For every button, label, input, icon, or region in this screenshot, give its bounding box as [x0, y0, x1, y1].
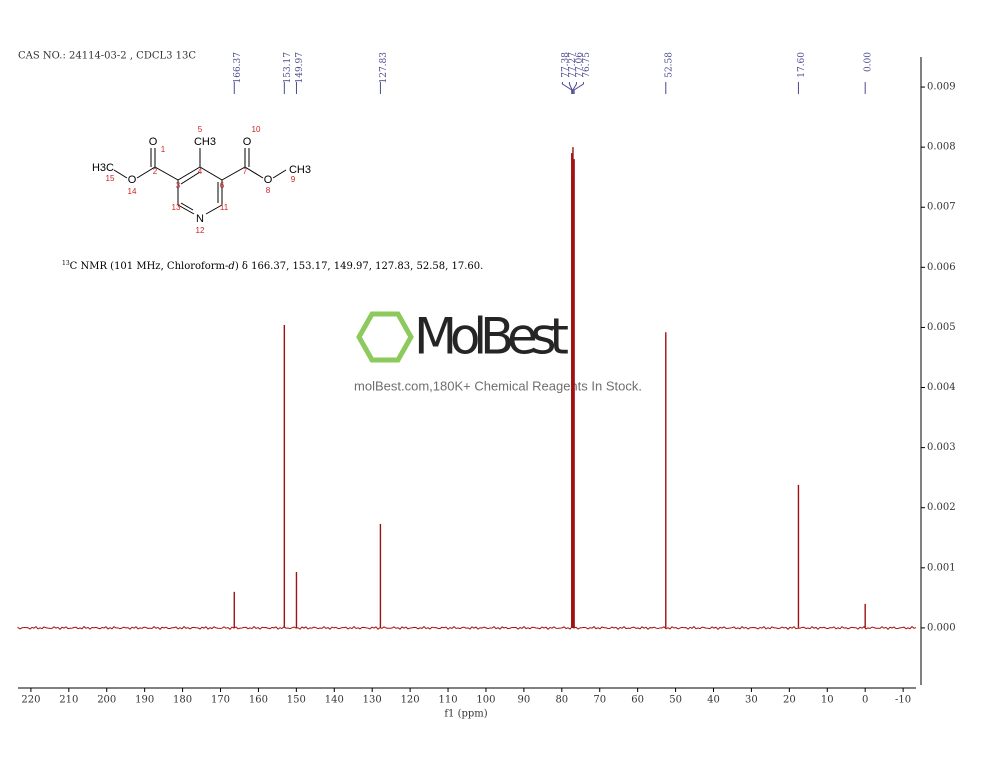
- x-tick-label: 170: [211, 695, 230, 706]
- x-tick-label: 60: [631, 695, 644, 706]
- atom: CH3: [289, 164, 311, 176]
- x-tick-label: 160: [249, 695, 268, 706]
- locant: 4: [198, 167, 203, 176]
- locant: 6: [220, 181, 225, 190]
- atom: O: [149, 136, 158, 148]
- x-tick-label: 50: [669, 695, 682, 706]
- peak-label: 77.06: [575, 52, 585, 78]
- peak-label: 17.60: [797, 52, 807, 78]
- x-tick-label: 150: [287, 695, 306, 706]
- peak-label-leader: [573, 82, 584, 94]
- annotation: 13C NMR (101 MHz, Chloroform-d) δ 166.37…: [62, 260, 483, 272]
- y-tick-label: 0.007: [927, 202, 956, 213]
- locant: 2: [153, 167, 158, 176]
- locant: 12: [196, 226, 205, 235]
- peak-label: 149.97: [295, 52, 305, 84]
- y-tick-label: 0.008: [927, 142, 956, 153]
- x-tick-label: 100: [476, 695, 495, 706]
- logo-text: MolBest: [414, 308, 568, 366]
- x-tick-label: 70: [593, 695, 606, 706]
- locant: 1: [161, 145, 166, 154]
- peak-label: 76.75: [582, 52, 592, 78]
- peak-label: 77.27: [568, 52, 578, 78]
- locant: 5: [198, 125, 203, 134]
- y-tick-label: 0.002: [927, 502, 956, 513]
- x-tick-label: 10: [821, 695, 834, 706]
- peak-label: 166.37: [233, 52, 243, 84]
- locant: 13: [172, 203, 181, 212]
- atom: O: [243, 136, 252, 148]
- annotation-part: 13: [62, 260, 70, 267]
- x-tick-label: 210: [59, 695, 78, 706]
- peak-label-leader: [572, 82, 577, 94]
- peak-label: 0.00: [864, 52, 874, 72]
- x-tick-label: 0: [862, 695, 868, 706]
- atom: O: [264, 174, 273, 186]
- peak-label: 52.58: [664, 52, 674, 78]
- annotation-part: ) δ 166.37, 153.17, 149.97, 127.83, 52.5…: [235, 261, 483, 272]
- locant: 10: [252, 125, 261, 134]
- x-tick-label: 40: [707, 695, 720, 706]
- y-tick-label: 0.003: [927, 442, 956, 453]
- peak-label: 77.38: [561, 52, 571, 78]
- x-tick-label: 120: [401, 695, 420, 706]
- x-tick-label: 200: [97, 695, 116, 706]
- x-tick-label: 190: [135, 695, 154, 706]
- atom: CH3: [194, 136, 216, 148]
- chart-title: CAS NO.: 24114-03-2 , CDCL3 13C: [18, 51, 196, 62]
- locant: 8: [266, 186, 271, 195]
- y-tick-label: 0.000: [927, 622, 956, 633]
- y-tick-label: 0.009: [927, 82, 956, 93]
- locant: 11: [220, 203, 229, 212]
- logo-hexagon: [356, 311, 414, 363]
- x-tick-label: 130: [363, 695, 382, 706]
- baseline: [17, 625, 917, 631]
- x-tick-label: 80: [555, 695, 568, 706]
- annotation-part: d: [228, 261, 234, 272]
- watermark: MolBest molBest.com,180K+ Chemical Reage…: [354, 308, 642, 394]
- locant: 3: [176, 181, 181, 190]
- watermark-text: molBest.com,180K+ Chemical Reagents In S…: [354, 378, 642, 393]
- y-tick-label: 0.005: [927, 322, 956, 333]
- peak-label-leader: [561, 82, 573, 94]
- y-tick-label: 0.004: [927, 382, 956, 393]
- peak-label: 127.83: [379, 52, 389, 84]
- atom: H3C: [92, 162, 114, 174]
- y-tick-label: 0.001: [927, 562, 956, 573]
- peak-label-leader: [568, 82, 573, 94]
- peak-label: 153.17: [283, 52, 293, 84]
- x-axis-label: f1 (ppm): [444, 709, 487, 720]
- annotation-part: C NMR (101 MHz, Chloroform-: [70, 261, 229, 272]
- x-tick-label: 30: [745, 695, 758, 706]
- x-tick-label: 140: [325, 695, 344, 706]
- locant: 15: [106, 174, 115, 183]
- y-tick-label: 0.006: [927, 262, 956, 273]
- locant: 7: [243, 167, 248, 176]
- molecule: O CH3 O O CH3 N H3C O 1 2 3 4 5 6 7 8 9 …: [92, 125, 311, 235]
- locant: 14: [128, 187, 137, 196]
- atom: N: [196, 213, 204, 225]
- x-tick-label: 20: [783, 695, 796, 706]
- x-tick-label: 90: [518, 695, 531, 706]
- x-tick-label: 110: [438, 695, 457, 706]
- locant: 9: [291, 175, 296, 184]
- atom: O: [128, 174, 137, 186]
- x-tick-label: 220: [21, 695, 40, 706]
- x-tick-label: -10: [895, 695, 911, 706]
- x-tick-label: 180: [173, 695, 192, 706]
